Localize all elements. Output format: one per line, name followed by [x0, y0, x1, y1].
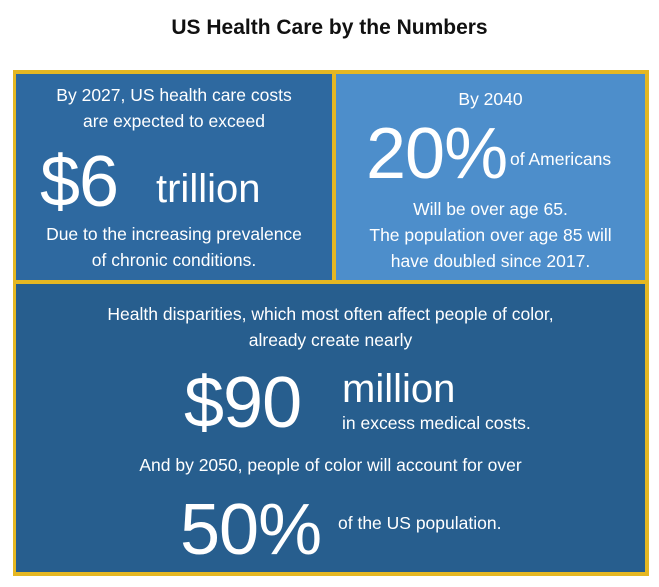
costs-note-line2: of chronic conditions. [91, 250, 257, 270]
aging-big-suffix: of Americans [510, 149, 612, 169]
costs-note-line1: Due to the increasing prevalence [46, 224, 302, 244]
aging-big-number: 20% [366, 114, 508, 194]
aging-line1: Will be over age 65. [413, 199, 568, 219]
costs-intro-line2: are expected to exceed [83, 111, 265, 131]
aging-line2: The population over age 85 will [369, 225, 612, 245]
disparities-intro-line2: already create nearly [248, 330, 413, 350]
disparities-big-unit: million [342, 367, 456, 411]
panel-health-disparities: Health disparities, which most often aff… [16, 284, 645, 572]
disparities-big-percent: 50% [180, 490, 322, 570]
page-title: US Health Care by the Numbers [171, 16, 488, 39]
disparities-intro-line1: Health disparities, which most often aff… [107, 304, 554, 324]
costs-intro-line1: By 2027, US health care costs [56, 85, 292, 105]
disparities-followup: And by 2050, people of color will accoun… [139, 455, 522, 475]
disparities-big-number: $90 [184, 363, 302, 443]
panel-health-costs: By 2027, US health care costs are expect… [16, 74, 332, 280]
disparities-unit-note: in excess medical costs. [342, 413, 531, 433]
costs-big-unit: trillion [156, 167, 261, 211]
disparities-percent-note: of the US population. [338, 513, 502, 533]
costs-big-number: $6 [40, 142, 119, 222]
aging-intro: By 2040 [458, 89, 523, 109]
panel-aging-population: By 2040 20% of Americans Will be over ag… [336, 74, 645, 280]
aging-line3: have doubled since 2017. [390, 251, 591, 271]
